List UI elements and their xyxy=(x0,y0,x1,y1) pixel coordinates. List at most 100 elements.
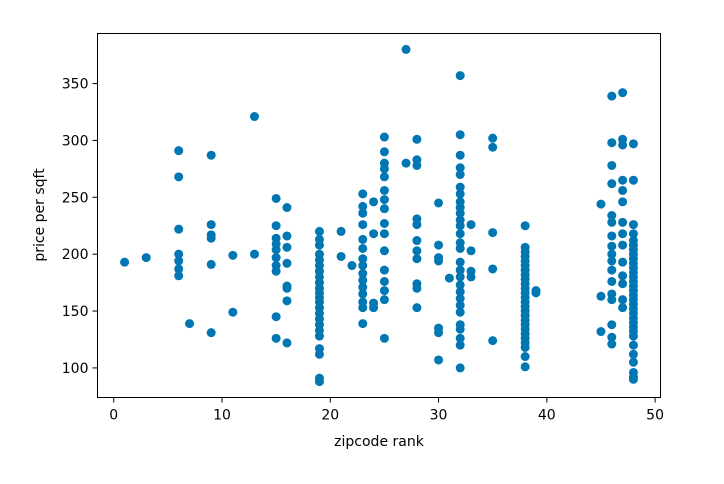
data-point xyxy=(282,283,292,293)
data-point xyxy=(434,256,444,266)
data-point xyxy=(271,333,281,343)
data-point xyxy=(141,253,151,263)
data-point xyxy=(618,295,628,305)
data-point xyxy=(401,158,411,168)
data-point xyxy=(174,249,184,259)
data-point xyxy=(455,208,465,218)
data-point xyxy=(401,44,411,54)
data-point xyxy=(185,319,195,329)
data-point xyxy=(455,340,465,350)
data-point xyxy=(618,185,628,195)
x-tick-label: 30 xyxy=(430,408,448,424)
data-point xyxy=(358,243,368,253)
x-tick-label: 10 xyxy=(213,408,231,424)
data-point xyxy=(455,307,465,317)
x-tick-label: 50 xyxy=(646,408,664,424)
data-point xyxy=(174,271,184,281)
data-point xyxy=(628,349,638,359)
data-point xyxy=(520,362,530,372)
data-point xyxy=(455,257,465,267)
data-point xyxy=(358,234,368,244)
data-point xyxy=(271,193,281,203)
data-point xyxy=(174,256,184,266)
data-point xyxy=(618,279,628,289)
data-point xyxy=(607,179,617,189)
data-point xyxy=(358,189,368,199)
data-point xyxy=(455,363,465,373)
data-point xyxy=(358,201,368,211)
data-point xyxy=(618,271,628,281)
data-point xyxy=(488,228,498,238)
data-point xyxy=(120,257,130,267)
data-point xyxy=(455,324,465,334)
data-point xyxy=(531,288,541,298)
data-point xyxy=(282,242,292,252)
data-point xyxy=(314,226,324,236)
data-point xyxy=(314,349,324,359)
data-point xyxy=(271,266,281,276)
data-point xyxy=(412,236,422,246)
data-point xyxy=(379,218,389,228)
data-point xyxy=(618,140,628,150)
x-tick-label: 40 xyxy=(538,408,556,424)
data-point xyxy=(455,229,465,239)
data-point xyxy=(607,339,617,349)
x-tick-label: 20 xyxy=(321,408,339,424)
data-point xyxy=(174,146,184,156)
data-point xyxy=(369,197,379,207)
data-point xyxy=(455,71,465,81)
data-point xyxy=(628,175,638,185)
data-point xyxy=(282,203,292,213)
data-point xyxy=(434,355,444,365)
data-point xyxy=(358,282,368,292)
data-point xyxy=(488,142,498,152)
data-point xyxy=(455,272,465,282)
data-point xyxy=(358,220,368,230)
data-point xyxy=(628,220,638,230)
data-point xyxy=(628,340,638,350)
data-point xyxy=(607,231,617,241)
data-point xyxy=(618,197,628,207)
data-point xyxy=(358,208,368,218)
data-point xyxy=(369,229,379,239)
data-point xyxy=(336,251,346,261)
data-point xyxy=(434,198,444,208)
data-point xyxy=(282,338,292,348)
y-tick-label: 150 xyxy=(62,304,89,320)
data-point xyxy=(314,240,324,250)
data-point xyxy=(607,160,617,170)
data-point xyxy=(358,303,368,313)
data-point xyxy=(336,226,346,236)
data-point xyxy=(271,245,281,255)
data-point xyxy=(607,211,617,220)
data-point xyxy=(596,291,606,301)
data-point xyxy=(379,295,389,305)
data-point xyxy=(607,241,617,251)
data-point xyxy=(249,112,259,122)
data-point xyxy=(466,220,476,230)
data-point xyxy=(228,307,238,317)
data-point xyxy=(607,217,617,227)
data-point xyxy=(520,221,530,231)
data-point xyxy=(412,160,422,170)
data-point xyxy=(455,150,465,160)
data-point xyxy=(618,303,628,313)
data-point xyxy=(618,175,628,185)
data-point xyxy=(455,163,465,173)
data-point xyxy=(607,256,617,266)
data-point xyxy=(379,333,389,343)
data-point xyxy=(174,264,184,274)
data-point xyxy=(358,254,368,264)
data-point xyxy=(412,246,422,256)
data-point xyxy=(618,88,628,98)
data-point xyxy=(596,199,606,209)
data-point xyxy=(455,300,465,310)
points-layer xyxy=(120,44,638,387)
data-point xyxy=(314,331,324,341)
data-point xyxy=(271,312,281,322)
data-point xyxy=(628,139,638,149)
data-point xyxy=(520,352,530,362)
data-point xyxy=(520,342,530,352)
data-point xyxy=(228,250,238,260)
